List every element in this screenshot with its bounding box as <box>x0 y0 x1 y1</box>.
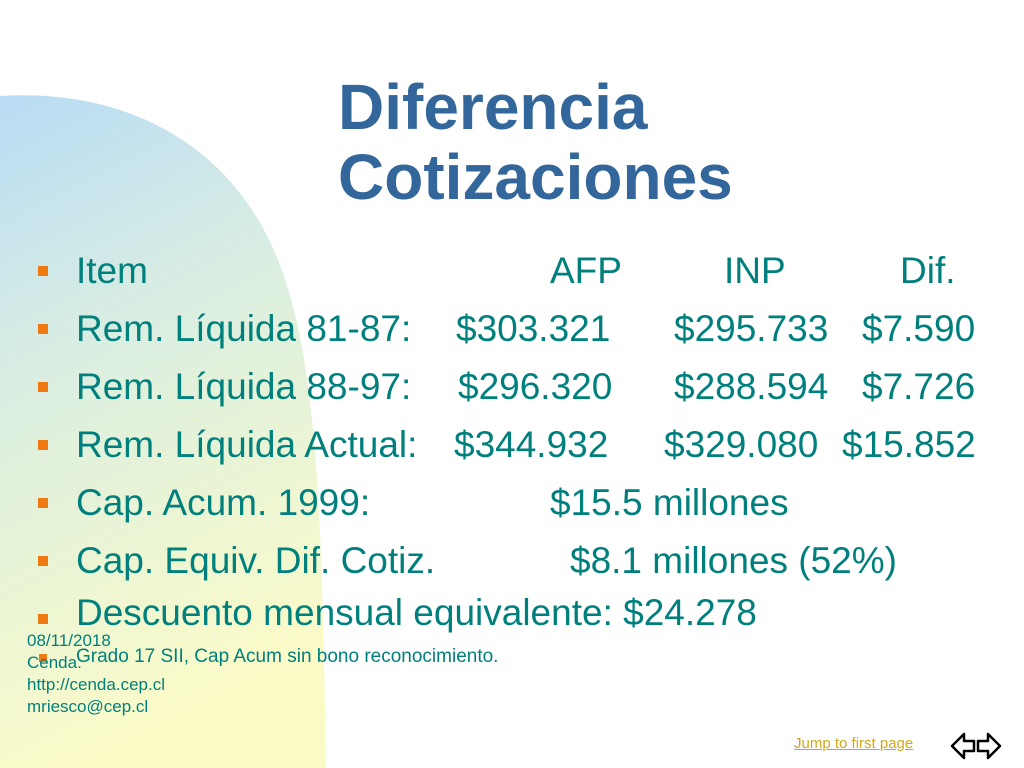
row-value-dif: $7.726 <box>862 366 976 407</box>
bullet-icon <box>38 324 48 334</box>
bullet-icon <box>38 614 48 624</box>
row-value-inp: $329.080 <box>664 424 819 465</box>
footer-date: 08/11/2018 <box>27 631 111 650</box>
bullet-icon <box>38 382 48 392</box>
slide-footer: 08/11/2018 Cenda: http://cenda.cep.cl mr… <box>27 630 165 718</box>
row-label: Item <box>76 250 148 291</box>
row-value: $8.1 millones (52%) <box>570 540 897 581</box>
bullet-text: Descuento mensual equivalente: $24.278 <box>76 592 757 633</box>
row-label: Rem. Líquida 88-97: <box>76 366 412 407</box>
row-value-afp: $303.321 <box>456 308 611 349</box>
bullet-icon <box>38 266 48 276</box>
footer-org: Cenda: <box>27 653 82 672</box>
left-right-arrows-icon[interactable] <box>950 730 1002 762</box>
footer-email: mriesco@cep.cl <box>27 697 149 716</box>
row-value-inp: $288.594 <box>674 366 829 407</box>
row-label: Cap. Equiv. Dif. Cotiz. <box>76 540 436 581</box>
slide-title: Diferencia Cotizaciones <box>338 72 733 212</box>
title-line-1: Diferencia <box>338 71 648 143</box>
row-value-dif: $15.852 <box>842 424 976 465</box>
row-value-inp: $295.733 <box>674 308 829 349</box>
column-header-dif: Dif. <box>900 250 956 291</box>
column-header-afp: AFP <box>550 250 622 291</box>
row-label: Rem. Líquida 81-87: <box>76 308 412 349</box>
row-value-dif: $7.590 <box>862 308 976 349</box>
bullet-icon <box>38 498 48 508</box>
row-value: $15.5 millones <box>550 482 789 523</box>
bullet-icon <box>38 556 48 566</box>
row-label: Cap. Acum. 1999: <box>76 482 371 523</box>
footer-url: http://cenda.cep.cl <box>27 675 165 694</box>
row-label: Rem. Líquida Actual: <box>76 424 418 465</box>
bullet-icon <box>38 440 48 450</box>
row-value-afp: $296.320 <box>458 366 613 407</box>
column-header-inp: INP <box>724 250 786 291</box>
title-line-2: Cotizaciones <box>338 141 733 213</box>
row-value-afp: $344.932 <box>454 424 609 465</box>
jump-to-first-page-link[interactable]: Jump to first page <box>794 735 914 752</box>
